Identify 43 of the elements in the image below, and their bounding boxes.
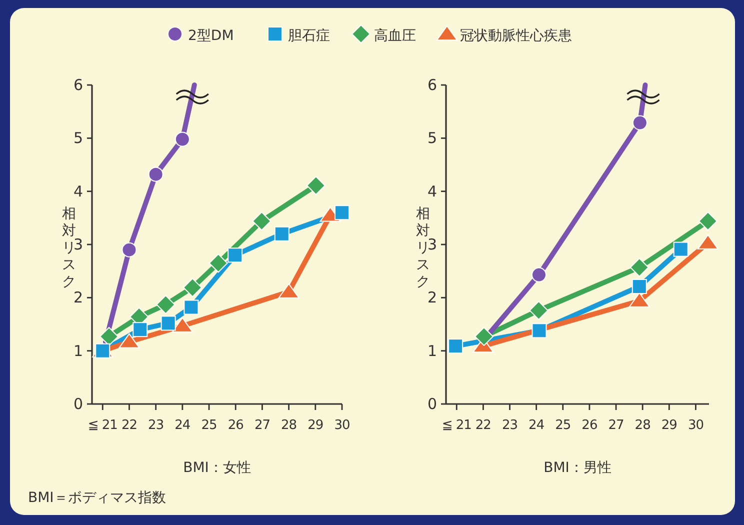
x-tick-label: 30	[688, 418, 704, 433]
x-tick-label: 29	[661, 418, 678, 433]
y-tick-label: 4	[73, 182, 83, 200]
x-tick-label: 26	[228, 418, 244, 433]
x-tick-label: 30	[334, 418, 350, 433]
y-tick-label: 2	[427, 288, 437, 307]
x-tick-label: ≦ 21	[88, 418, 118, 433]
text: BMI＝ボディマス指数	[28, 490, 166, 506]
x-tick-label: 27	[254, 418, 270, 433]
x-tick-label: 25	[555, 418, 571, 433]
x-tick-label: 29	[308, 418, 324, 433]
y-tick-label: 3	[427, 236, 437, 254]
x-tick-label: 22	[121, 418, 138, 433]
x-tick-label: 23	[502, 418, 518, 433]
legend-label: 胆石症	[288, 28, 330, 44]
x-tick-label: 23	[148, 418, 164, 433]
legend-label: 冠状動脈性心疾患	[460, 28, 572, 44]
y-tick-label: 1	[73, 342, 83, 360]
y-tick-label: 6	[73, 76, 83, 94]
x-axis-title: BMI：男性	[544, 460, 612, 476]
x-tick-label: 28	[634, 418, 651, 433]
y-tick-label: 2	[73, 288, 83, 307]
legend-label: 高血圧	[374, 28, 416, 44]
x-tick-label: 24	[528, 418, 544, 433]
y-tick-label: 1	[427, 342, 437, 360]
y-tick-label: 4	[427, 182, 437, 200]
y-axis-title: 相対リスク	[416, 206, 430, 290]
x-tick-label: 26	[582, 418, 598, 433]
x-tick-label: 28	[281, 418, 297, 433]
y-tick-label: 5	[73, 129, 83, 148]
y-tick-label: 0	[427, 395, 437, 413]
y-tick-label: 0	[73, 395, 83, 413]
x-tick-label: 27	[608, 418, 624, 433]
y-axis-title: 相対リスク	[62, 206, 76, 290]
x-axis-title: BMI：女性	[183, 460, 251, 476]
x-tick-label: 24	[174, 418, 190, 433]
legend-label: 2型DM	[188, 28, 234, 44]
x-tick-label: 22	[475, 418, 491, 433]
y-tick-label: 6	[427, 76, 437, 94]
x-tick-label: ≦ 21	[442, 418, 472, 433]
x-tick-label: 25	[201, 418, 218, 433]
y-tick-label: 3	[73, 236, 83, 254]
y-tick-label: 5	[427, 129, 437, 148]
